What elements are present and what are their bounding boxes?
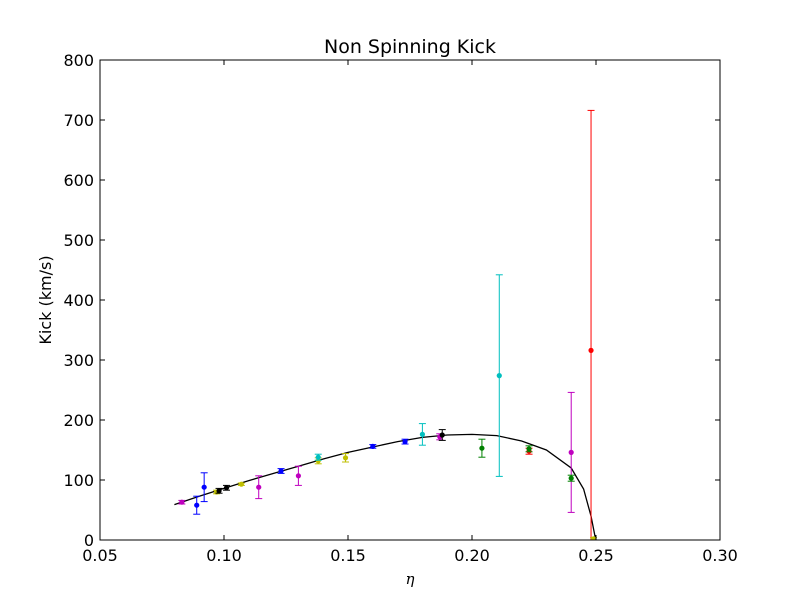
point-marker — [496, 373, 502, 379]
data-point — [255, 475, 263, 500]
point-marker — [439, 432, 445, 438]
data-point — [294, 465, 302, 486]
data-point — [525, 445, 533, 453]
point-marker — [278, 468, 284, 474]
x-tick-label: 0.15 — [330, 546, 366, 565]
point-marker — [201, 484, 207, 490]
x-tick-label: 0.10 — [206, 546, 242, 565]
data-point — [418, 423, 426, 446]
data-point — [215, 487, 223, 494]
y-tick-label: 800 — [63, 51, 94, 70]
data-point — [178, 499, 186, 505]
x-tick-label: 0.20 — [454, 546, 490, 565]
data-point — [495, 274, 503, 477]
y-tick-label: 0 — [84, 531, 94, 550]
data-point — [237, 481, 245, 487]
y-tick-label: 600 — [63, 171, 94, 190]
point-marker — [402, 439, 408, 445]
point-marker — [295, 473, 301, 479]
point-marker — [194, 502, 200, 508]
y-axis-label: Kick (km/s) — [36, 255, 55, 344]
axis-ticks: 0.05 0.10 0.15 0.20 0.25 0.30 0 100 200 300 400 500… — [63, 51, 737, 565]
point-marker — [590, 536, 597, 540]
point-marker — [179, 499, 185, 505]
point-marker — [479, 445, 485, 451]
data-point — [587, 109, 595, 540]
x-tick-label: 0.05 — [82, 546, 118, 565]
point-marker — [526, 446, 532, 452]
point-marker — [256, 484, 262, 490]
data-point — [438, 429, 446, 441]
data-point — [277, 468, 285, 474]
point-marker — [216, 488, 222, 494]
y-tick-label: 300 — [63, 351, 94, 370]
point-marker — [419, 431, 425, 437]
plot-marks — [174, 109, 598, 540]
data-point — [342, 453, 350, 463]
y-tick-label: 100 — [63, 471, 94, 490]
point-marker — [568, 449, 574, 455]
x-tick-label: 0.30 — [702, 546, 738, 565]
point-marker — [223, 485, 230, 491]
x-tick-label: 0.25 — [578, 546, 614, 565]
point-marker — [568, 475, 574, 481]
point-marker — [370, 443, 376, 449]
y-tick-label: 500 — [63, 231, 94, 250]
point-marker — [588, 347, 594, 353]
data-point — [314, 453, 322, 461]
data-point — [478, 438, 486, 458]
point-marker — [238, 481, 244, 487]
data-point — [222, 484, 230, 491]
data-point — [193, 495, 201, 515]
x-axis-label: η — [406, 570, 415, 588]
y-tick-label: 700 — [63, 111, 94, 130]
chart-title: Non Spinning Kick — [324, 36, 496, 58]
data-point — [401, 438, 409, 445]
point-marker — [315, 458, 321, 464]
data-point — [369, 443, 377, 449]
data-point — [200, 472, 208, 503]
plot-area — [174, 109, 598, 540]
data-point — [567, 474, 575, 482]
point-marker — [342, 455, 349, 461]
point-marker — [315, 454, 321, 460]
y-tick-label: 400 — [63, 291, 94, 310]
y-tick-label: 200 — [63, 411, 94, 430]
data-point — [567, 391, 575, 513]
